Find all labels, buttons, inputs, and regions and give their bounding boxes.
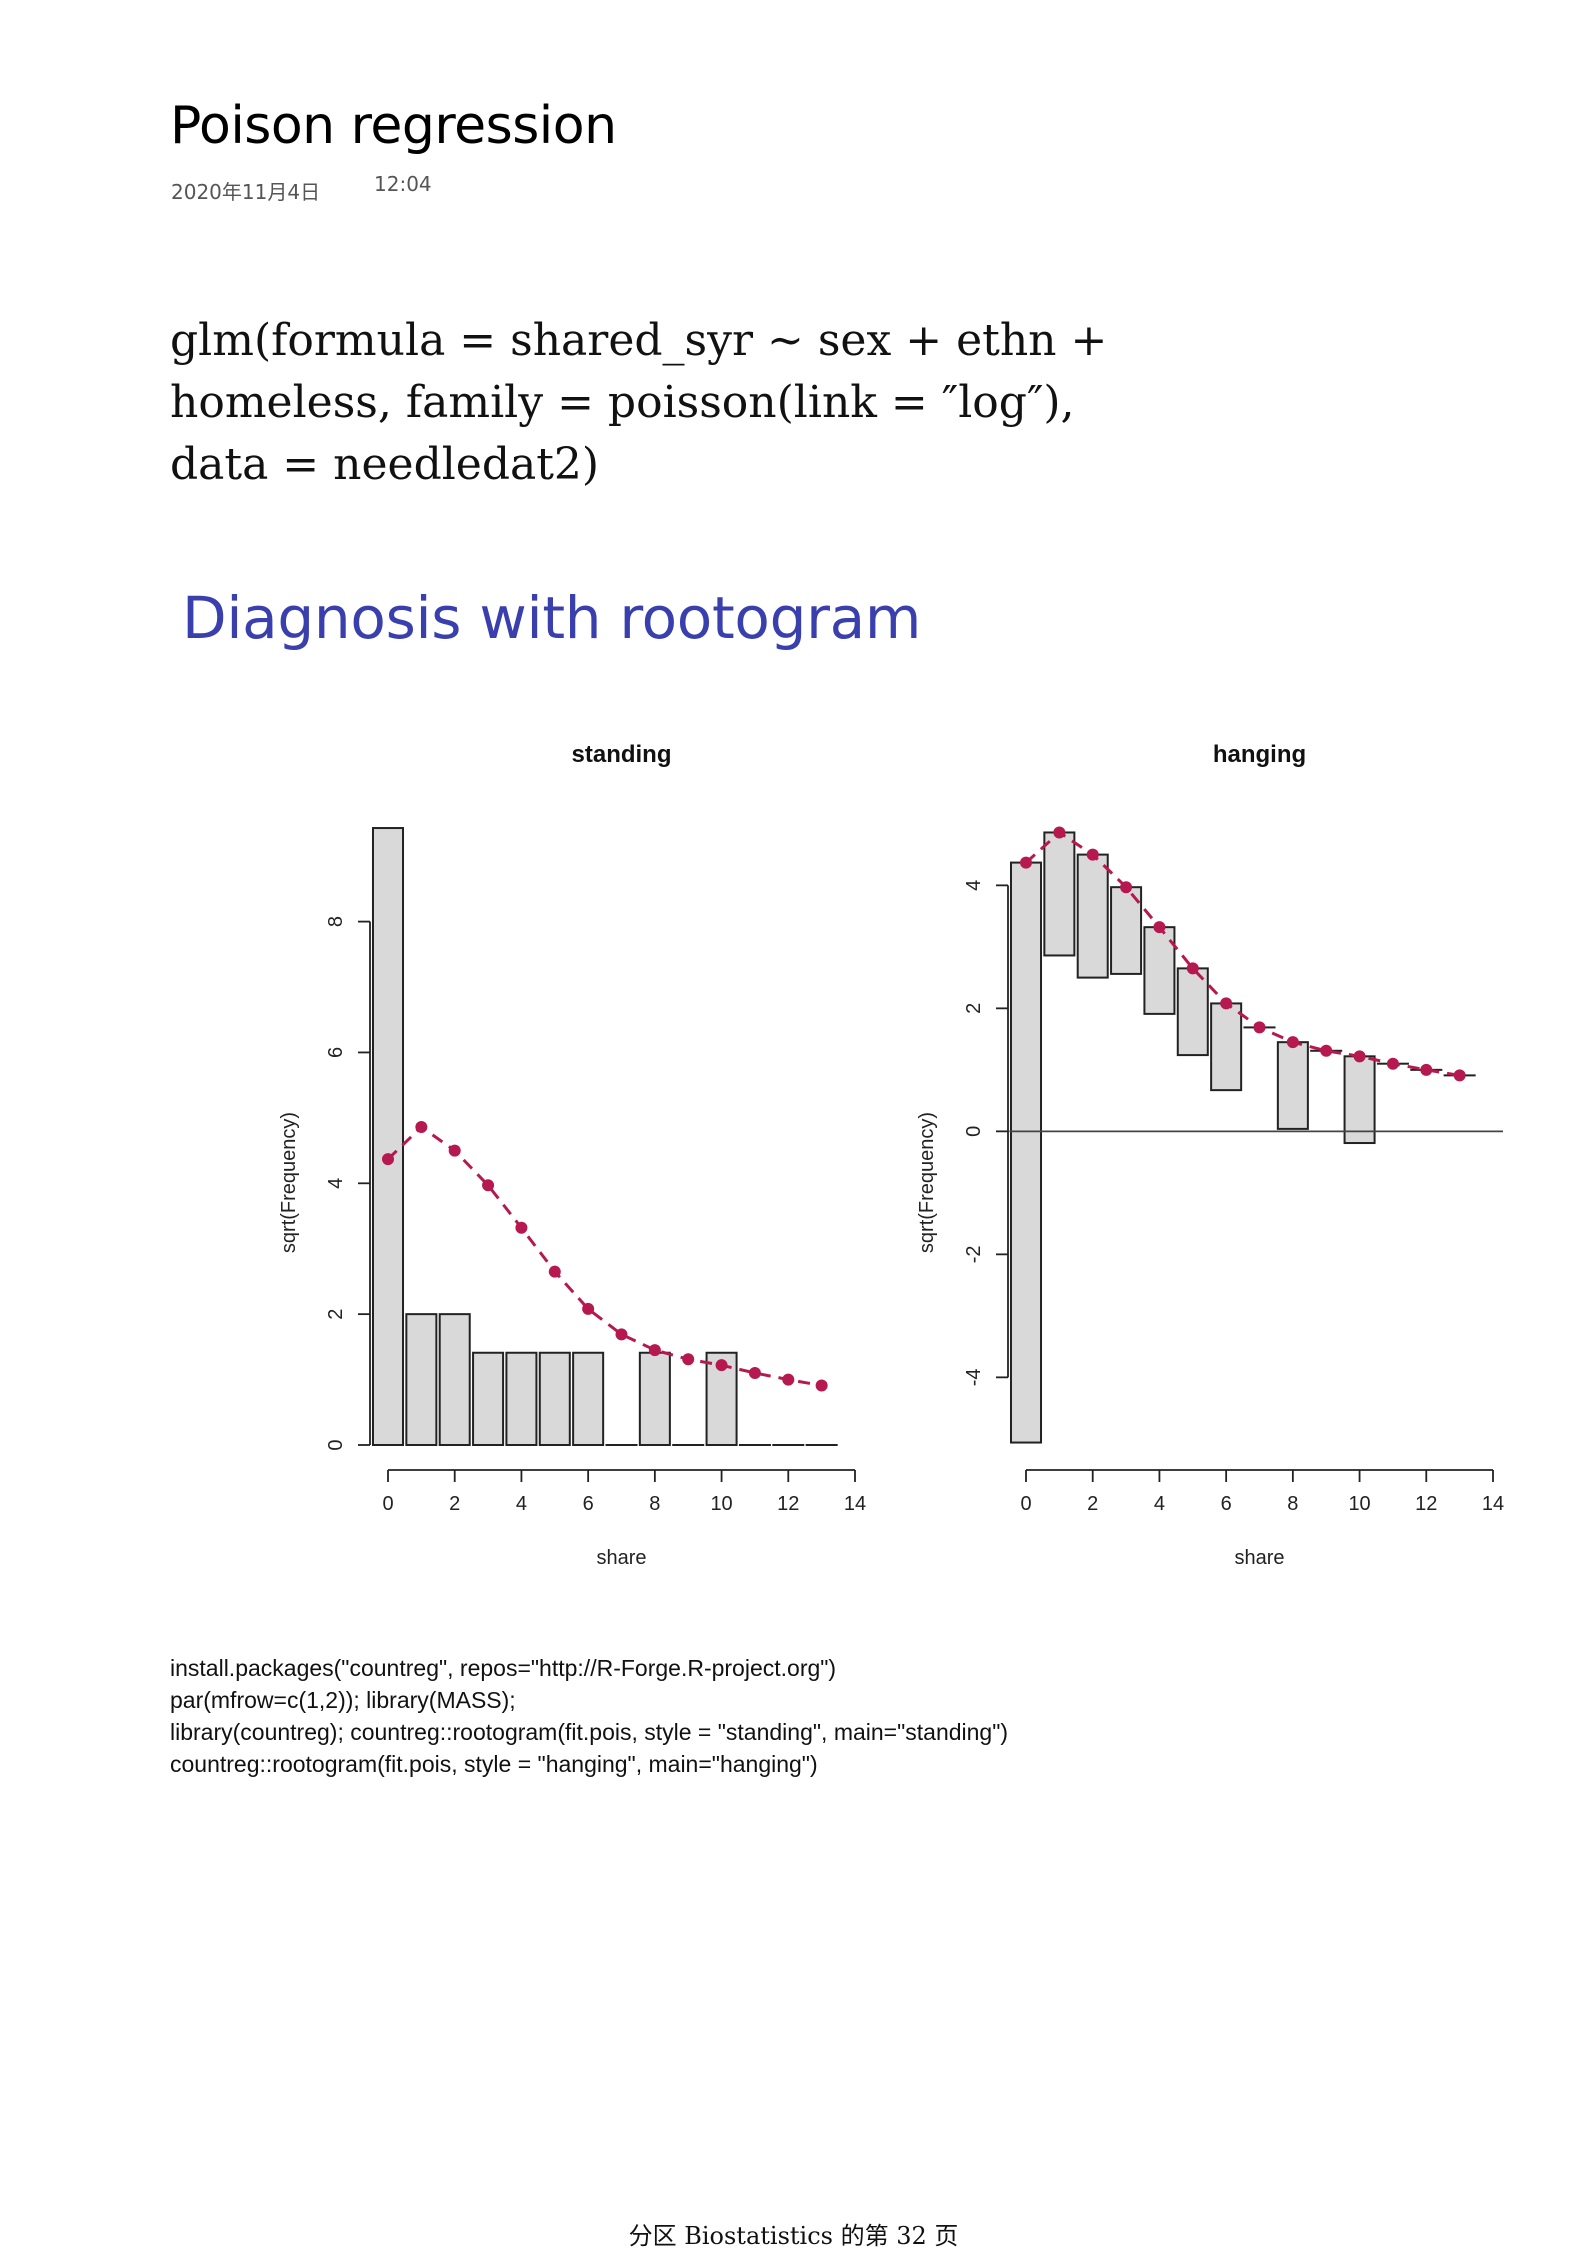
rootogram-bar [506, 1353, 536, 1445]
expected-point [716, 1359, 728, 1371]
r-code-line: par(mfrow=c(1,2)); library(MASS); [170, 1684, 1008, 1716]
expected-point [1454, 1069, 1466, 1081]
expected-point [782, 1374, 794, 1386]
x-tick-label: 12 [1415, 1493, 1437, 1515]
x-tick-label: 4 [1154, 1493, 1165, 1515]
x-axis-label: share [1234, 1547, 1284, 1569]
rootogram-bar [473, 1353, 503, 1445]
expected-point [1287, 1036, 1299, 1048]
x-tick-label: 12 [777, 1493, 799, 1515]
expected-point [482, 1179, 494, 1191]
r-code: install.packages("countreg", repos="http… [170, 1652, 1008, 1780]
y-axis-label: sqrt(Frequency) [278, 1112, 300, 1253]
x-tick-label: 14 [1482, 1493, 1504, 1515]
expected-point [515, 1222, 527, 1234]
x-axis-label: share [596, 1547, 646, 1569]
rootogram-bar [440, 1314, 470, 1445]
formula-line: glm(formula = shared_syr ~ sex + ethn + [170, 310, 1107, 372]
x-tick-label: 10 [710, 1493, 732, 1515]
rootogram-bar [406, 1314, 436, 1445]
expected-point [749, 1367, 761, 1379]
x-tick-label: 14 [844, 1493, 866, 1515]
y-axis-label: sqrt(Frequency) [916, 1112, 938, 1253]
expected-point [415, 1121, 427, 1133]
expected-point [449, 1145, 461, 1157]
rootogram-bar [573, 1353, 603, 1445]
rootogram-bar [373, 828, 403, 1445]
y-tick-label: 4 [325, 1178, 347, 1189]
note-date: 2020年11月4日 [171, 176, 320, 205]
expected-point [1254, 1021, 1266, 1033]
y-tick-label: -4 [963, 1368, 985, 1386]
r-code-line: install.packages("countreg", repos="http… [170, 1652, 1008, 1684]
expected-point [1020, 857, 1032, 869]
rootogram-bar [1345, 1056, 1375, 1143]
y-tick-label: 0 [963, 1126, 985, 1137]
rootogram-bar [1211, 1003, 1241, 1090]
expected-point [682, 1353, 694, 1365]
note-time: 12:04 [374, 172, 432, 196]
formula-line: data = needledat2) [170, 434, 1107, 496]
expected-point [549, 1266, 561, 1278]
expected-point [382, 1153, 394, 1165]
formula-line: homeless, family = poisson(link = ″log″)… [170, 372, 1107, 434]
y-tick-label: 2 [325, 1309, 347, 1320]
r-code-line: library(countreg); countreg::rootogram(f… [170, 1716, 1008, 1748]
expected-point [649, 1344, 661, 1356]
rootogram-figure: standing 0 2 4 6 8 10 12 14 share 0 2 4 6 8 sqrt(Freque… [160, 700, 1520, 1580]
page-footer: 分区 Biostatistics 的第 32 页 [0, 2216, 1587, 2251]
rootogram-bar [540, 1353, 570, 1445]
expected-point [1120, 881, 1132, 893]
expected-point [816, 1379, 828, 1391]
rootogram-bar [1278, 1042, 1308, 1129]
r-code-line: countreg::rootogram(fit.pois, style = "h… [170, 1748, 1008, 1780]
glm-formula: glm(formula = shared_syr ~ sex + ethn +h… [170, 310, 1107, 496]
y-tick-label: -2 [963, 1245, 985, 1263]
y-tick-label: 2 [963, 1003, 985, 1014]
rootogram-bar [1011, 863, 1041, 1443]
expected-point [582, 1303, 594, 1315]
expected-point [1354, 1050, 1366, 1062]
x-tick-label: 10 [1348, 1493, 1370, 1515]
x-tick-label: 2 [449, 1493, 460, 1515]
rootogram-bar [640, 1353, 670, 1445]
expected-point [1053, 826, 1065, 838]
expected-point [1187, 962, 1199, 974]
chart-title: standing [572, 741, 672, 768]
expected-point [1320, 1045, 1332, 1057]
y-tick-label: 4 [963, 880, 985, 891]
expected-point [1087, 849, 1099, 861]
expected-point [1220, 997, 1232, 1009]
expected-point [616, 1328, 628, 1340]
page-title: Poison regression [170, 96, 617, 156]
expected-point [1420, 1064, 1432, 1076]
rootogram-bar [1178, 968, 1208, 1055]
x-tick-label: 2 [1087, 1493, 1098, 1515]
y-tick-label: 0 [325, 1439, 347, 1450]
slide-heading: Diagnosis with rootogram [182, 584, 921, 652]
x-tick-label: 4 [516, 1493, 527, 1515]
y-tick-label: 8 [325, 916, 347, 927]
rootogram-bar [1078, 855, 1108, 978]
rootogram-bar [1044, 832, 1074, 955]
x-tick-label: 0 [382, 1493, 393, 1515]
x-tick-label: 8 [1287, 1493, 1298, 1515]
chart-title: hanging [1213, 741, 1306, 768]
x-tick-label: 0 [1020, 1493, 1031, 1515]
x-tick-label: 8 [649, 1493, 660, 1515]
x-tick-label: 6 [583, 1493, 594, 1515]
y-tick-label: 6 [325, 1047, 347, 1058]
expected-point [1387, 1058, 1399, 1070]
expected-point [1153, 921, 1165, 933]
x-tick-label: 6 [1221, 1493, 1232, 1515]
